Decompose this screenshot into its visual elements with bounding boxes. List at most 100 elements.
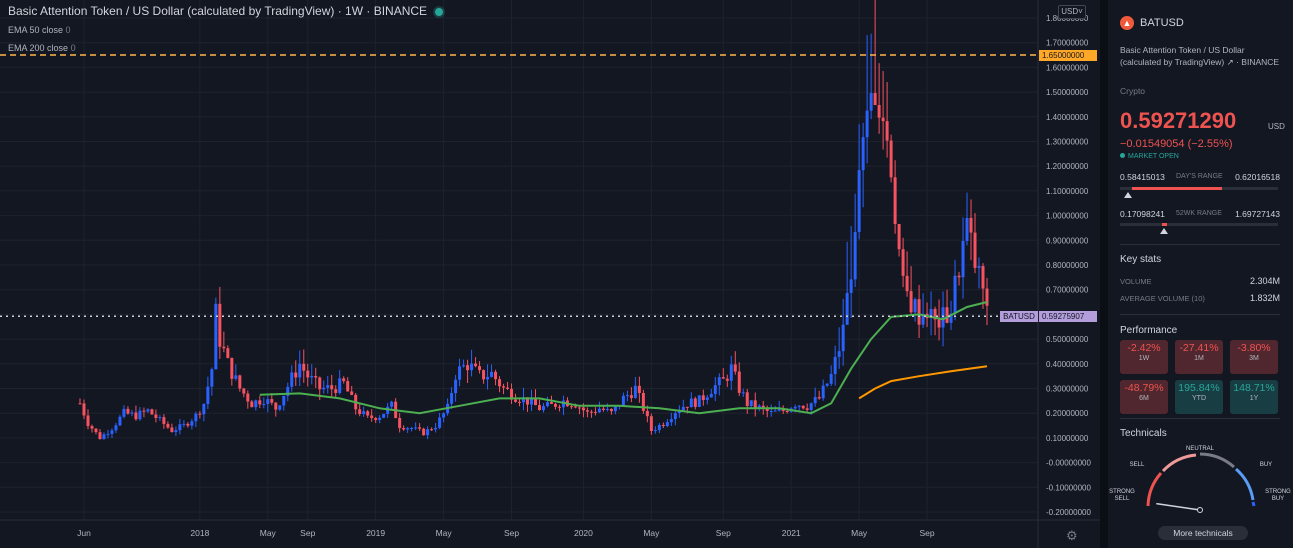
last-price-label: 0.59275907 [1039, 311, 1097, 322]
candle-body [250, 401, 254, 408]
candle-body [522, 397, 526, 403]
candle-body [701, 395, 705, 400]
y-tick-label: 0.80000000 [1046, 261, 1089, 270]
avg-volume-value: 1.832M [1249, 293, 1280, 303]
currency-selector[interactable]: USD˅ [1058, 5, 1086, 19]
performance-cell-ytd[interactable]: 195.84% YTD [1175, 380, 1223, 414]
indicator-ema50[interactable]: EMA 50 close 0 [8, 25, 71, 35]
candle-body [310, 376, 314, 378]
indicator-ema200-value: 0 [70, 43, 76, 53]
indicator-ema200[interactable]: EMA 200 close 0 [8, 43, 76, 53]
performance-value: -27.41% [1179, 342, 1219, 354]
candle-body [713, 385, 717, 394]
candle-body [402, 428, 406, 430]
candle-body [833, 356, 837, 375]
y-tick-label: 0.10000000 [1046, 434, 1089, 443]
symbol-price-tag: BATUSD [1000, 311, 1038, 322]
candle-body [645, 410, 649, 417]
y-tick-label: 1.10000000 [1046, 187, 1089, 196]
indicator-ema50-value: 0 [65, 25, 71, 35]
candle-body [901, 249, 905, 276]
technicals-gauge[interactable]: SELL NEUTRAL BUY STRONG SELL STRONG BUY [1108, 440, 1293, 540]
price-chart[interactable]: -0.20000000 -0.10000000 -0.00000000 0.10000… [0, 0, 1100, 548]
days-range-high: 0.62016518 [1235, 172, 1280, 182]
candle-body [274, 402, 278, 410]
candle-body [821, 385, 825, 399]
performance-cell-1y[interactable]: 148.71% 1Y [1230, 380, 1278, 414]
candle-body [330, 385, 334, 390]
panel-symbol[interactable]: BATUSD [1140, 17, 1184, 29]
currency-selector-label: USD [1061, 7, 1079, 16]
candle-body [613, 405, 617, 412]
candle-body [981, 266, 985, 289]
symbol-description[interactable]: Basic Attention Token / US Dollar (calcu… [1120, 45, 1280, 67]
candle-body [933, 308, 937, 320]
candle-body [621, 395, 625, 406]
performance-cell-3m[interactable]: -3.80% 3M [1230, 340, 1278, 374]
gauge-label-buy: BUY [1260, 462, 1272, 468]
y-tick-label: -0.00000000 [1046, 459, 1091, 468]
candle-body [382, 413, 386, 418]
candle-body [306, 370, 310, 378]
days-range: 0.58415013 DAY'S RANGE 0.62016518 [1120, 172, 1280, 182]
candle-body [102, 434, 106, 440]
performance-cell-1m[interactable]: -27.41% 1M [1175, 340, 1223, 374]
candle-body [553, 403, 557, 407]
candle-body [569, 406, 573, 408]
symbol-info-panel: ▲ BATUSD Basic Attention Token / US Doll… [1108, 0, 1293, 548]
candle-body [378, 417, 382, 420]
performance-cell-1w[interactable]: -2.42% 1W [1120, 340, 1168, 374]
candle-body [721, 377, 725, 379]
y-tick-label: 1.40000000 [1046, 113, 1089, 122]
candle-body [78, 403, 82, 405]
gauge-label-strong-buy: STRONG BUY [1265, 489, 1291, 502]
candle-body [138, 410, 142, 420]
performance-cell-6m[interactable]: -48.79% 6M [1120, 380, 1168, 414]
candle-body [494, 371, 498, 380]
performance-period: YTD [1192, 395, 1206, 402]
candle-body [741, 392, 745, 394]
52wk-range-label: 52WK RANGE [1176, 210, 1222, 217]
candle-body [793, 406, 797, 409]
candle-body [498, 379, 502, 387]
candle-body [86, 415, 90, 427]
candle-body [589, 411, 593, 413]
candle-body [749, 400, 753, 406]
candle-body [314, 376, 318, 378]
price-currency: USD [1268, 122, 1285, 131]
candle-body [366, 411, 370, 416]
candle-body [170, 427, 174, 433]
x-tick-label: 2018 [190, 528, 209, 538]
candle-body [242, 388, 246, 394]
x-tick-label: Sep [300, 528, 315, 538]
y-tick-label: -0.10000000 [1046, 483, 1091, 492]
candle-body [114, 425, 118, 431]
candle-body [661, 424, 665, 426]
gauge-label-strong-buy-line2: BUY [1272, 496, 1284, 502]
candle-body [785, 411, 789, 413]
candle-body [969, 217, 973, 233]
candle-body [514, 399, 518, 402]
candle-body [510, 388, 514, 400]
candle-body [869, 93, 873, 111]
candle-body [442, 413, 446, 418]
candle-body [873, 93, 877, 105]
chart-title-text: Basic Attention Token / US Dollar (calcu… [8, 4, 428, 18]
key-stats-title: Key stats [1120, 254, 1162, 265]
volume-label: VOLUME [1120, 277, 1152, 286]
chart-settings-gear-icon[interactable]: ⚙ [1066, 528, 1078, 543]
candle-body [849, 279, 853, 293]
candle-body [689, 398, 693, 408]
candle-body [889, 140, 893, 178]
candle-body [182, 423, 186, 425]
candle-body [210, 369, 214, 387]
more-technicals-button[interactable]: More technicals [1158, 526, 1248, 540]
avg-volume-stat: AVERAGE VOLUME (10) 1.832M [1120, 293, 1280, 303]
candle-body [90, 426, 94, 429]
candle-body [585, 410, 589, 412]
days-range-fill [1132, 187, 1222, 190]
y-tick-label: 0.20000000 [1046, 409, 1089, 418]
candle-body [254, 400, 258, 408]
candle-body [581, 407, 585, 411]
candle-body [238, 375, 242, 389]
